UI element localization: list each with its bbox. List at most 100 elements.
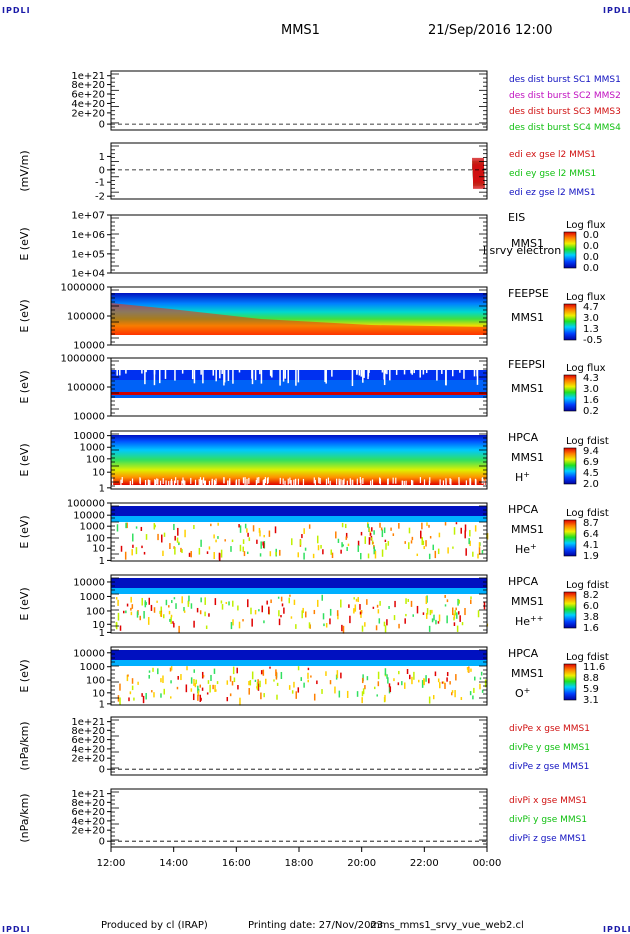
hpca-p8-pixel bbox=[361, 625, 364, 632]
hpca-h-gap bbox=[248, 477, 250, 484]
panel-p10-legend-entry: divPe x gse MMS1 bbox=[509, 724, 590, 734]
panel-p6-ytick-label: 1 bbox=[99, 483, 105, 494]
hpca-p8-pixel bbox=[263, 620, 265, 624]
hpca-p7-pixel bbox=[429, 535, 432, 539]
hpca-h-gap bbox=[387, 478, 389, 485]
hpca-p8-pixel bbox=[159, 611, 162, 617]
hpca-p8-pixel bbox=[208, 613, 210, 617]
hpca-p7-pixel bbox=[279, 549, 281, 556]
panel-p8-instrument-label: HPCA bbox=[508, 575, 539, 588]
hpca-p8-pixel bbox=[115, 597, 118, 600]
hpca-p7-pixel bbox=[303, 552, 305, 560]
hpca-p9-pixel bbox=[297, 687, 300, 693]
hpca-p9-pixel bbox=[239, 697, 241, 706]
hpca-p8-pixel bbox=[193, 620, 195, 628]
hpca-p8-pixel bbox=[405, 598, 407, 604]
hpca-p7-pixel bbox=[242, 546, 244, 552]
panel-p11-ytick-label: 8e+20 bbox=[71, 798, 105, 809]
hpca-p8-pixel bbox=[444, 604, 447, 607]
hpca-p9-pixel bbox=[148, 674, 150, 679]
hpca-h-gap bbox=[173, 480, 176, 487]
panel-p6-colorbar-title: Log fdist bbox=[566, 436, 609, 447]
hpca-p7-pixel bbox=[243, 551, 246, 557]
hpca-h-gap bbox=[228, 480, 230, 487]
panel-p5-colorbar-label: 3.0 bbox=[583, 384, 599, 395]
hpca-p7-pixel bbox=[174, 546, 176, 555]
panel-p5-colorbar-label: 0.2 bbox=[583, 406, 599, 417]
hpca-h-gap bbox=[379, 477, 381, 484]
hpca-p9-pixel bbox=[479, 677, 482, 680]
hpca-p8-pixel bbox=[483, 601, 486, 610]
hpca-p9-pixel bbox=[119, 697, 121, 706]
feepsi-data-gap bbox=[119, 366, 121, 376]
hpca-p9-pixel bbox=[388, 687, 391, 694]
hpca-p8-pixel bbox=[199, 610, 202, 615]
hpca-p9-pixel bbox=[307, 667, 310, 671]
feepsi-data-gap bbox=[445, 366, 447, 386]
panel-p4-ylabel: E (eV) bbox=[18, 299, 31, 332]
hpca-p7-pixel bbox=[379, 522, 381, 528]
hpca-p9-pixel bbox=[297, 666, 300, 671]
hpca-p7-pixel bbox=[263, 534, 265, 538]
hpca-p9-pixel bbox=[137, 681, 139, 685]
hpca-p7-pixel bbox=[252, 525, 255, 532]
hpca-p7-pixel bbox=[177, 527, 179, 536]
hpca-p7-pixel bbox=[460, 527, 462, 534]
feepsi-data-gap bbox=[351, 366, 354, 386]
hpca-p9-pixel bbox=[425, 675, 427, 682]
feepsi-data-gap bbox=[297, 366, 300, 383]
panel-p11-ytick-label: 4e+20 bbox=[71, 816, 105, 827]
panel-p9-colorbar-title: Log fdist bbox=[566, 652, 609, 663]
panel-p8-species-charge: ++ bbox=[530, 614, 543, 623]
feepsi-data-gap bbox=[145, 366, 147, 373]
x-axis-tick-label: 22:00 bbox=[410, 858, 439, 869]
panel-p10-legend-entry: divPe y gse MMS1 bbox=[509, 743, 590, 753]
hpca-p7-pixel bbox=[357, 545, 360, 552]
hpca-p8-pixel bbox=[250, 607, 252, 615]
hpca-p8-pixel bbox=[456, 612, 458, 619]
hpca-p9-pixel bbox=[474, 676, 476, 681]
hpca-p9-pixel bbox=[336, 670, 339, 679]
hpca-p9-pixel bbox=[393, 678, 395, 682]
hpca-p9-pixel bbox=[466, 667, 469, 670]
hpca-h-gap bbox=[177, 480, 179, 487]
hpca-h-gap bbox=[184, 480, 186, 487]
hpca-h-gap bbox=[342, 480, 344, 487]
hpca-h-gap bbox=[282, 478, 284, 485]
hpca-h-gap bbox=[263, 479, 265, 486]
hpca-h-gap bbox=[445, 480, 447, 487]
hpca-p7-pixel bbox=[341, 542, 343, 548]
feepsi-data-gap bbox=[254, 366, 257, 381]
hpca-p7-pixel bbox=[269, 551, 272, 557]
hpca-p9-pixel bbox=[210, 674, 212, 682]
hpca-p8-pixel bbox=[377, 609, 380, 614]
panel-p6-ytick-label: 10000 bbox=[73, 431, 105, 442]
feepsi-red-line bbox=[111, 392, 487, 395]
hpca-p9-pixel bbox=[423, 678, 425, 684]
hpca-p7-pixel bbox=[468, 538, 470, 545]
hpca-h-gap bbox=[244, 479, 246, 486]
hpca-p8-pixel bbox=[290, 616, 293, 619]
hpca-p8-pixel bbox=[366, 599, 368, 605]
panel-p2-legend-entry: edi ex gse l2 MMS1 bbox=[509, 150, 596, 160]
hpca-p9-pixel bbox=[176, 686, 179, 690]
hpca-p9-pixel bbox=[303, 682, 305, 688]
hpca-h-gap bbox=[154, 479, 156, 486]
panel-p10-ylabel: (nPa/km) bbox=[18, 721, 31, 770]
hpca-p9-pixel bbox=[257, 683, 260, 691]
hpca-p8-pixel bbox=[237, 605, 239, 611]
hpca-p7-pixel bbox=[268, 530, 271, 537]
panel-p8-ytick-label: 10 bbox=[92, 620, 105, 631]
edi-burst-2 bbox=[472, 157, 485, 189]
panel-p6-colorbar-label: 9.4 bbox=[583, 446, 599, 457]
hpca-h-gap bbox=[439, 479, 441, 486]
hpca-p9-pixel bbox=[386, 674, 388, 679]
hpca-p9-pixel bbox=[254, 679, 257, 682]
panel-p9-colorbar-label: 5.9 bbox=[583, 684, 599, 695]
hpca-p9-pixel bbox=[273, 679, 275, 682]
panel-p9-ylabel: E (eV) bbox=[18, 659, 31, 692]
hpca-p9-pixel bbox=[316, 680, 318, 685]
hpca-h-gap bbox=[362, 478, 364, 485]
panel-p4-spacecraft-label: MMS1 bbox=[511, 311, 544, 324]
hpca-p9-pixel bbox=[262, 669, 265, 676]
